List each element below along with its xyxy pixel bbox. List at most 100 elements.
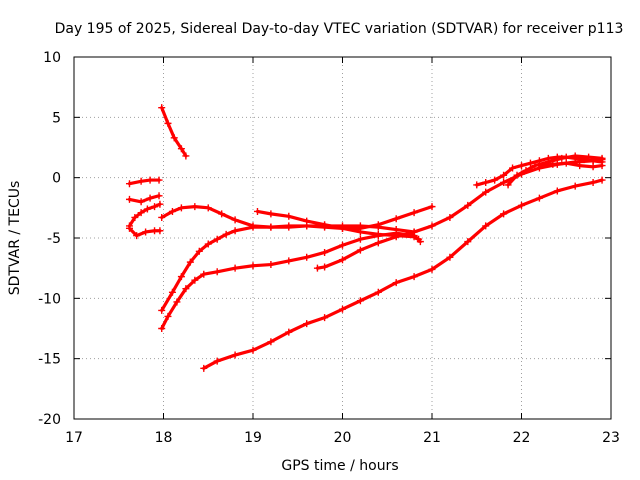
data-point bbox=[571, 152, 579, 160]
data-point bbox=[509, 164, 517, 172]
data-point bbox=[195, 247, 203, 255]
data-point bbox=[553, 187, 561, 195]
data-point bbox=[213, 268, 221, 276]
data-point bbox=[186, 258, 194, 266]
data-point bbox=[285, 257, 293, 265]
data-point bbox=[518, 162, 525, 170]
data-point bbox=[173, 298, 181, 306]
data-point bbox=[392, 233, 400, 241]
data-point bbox=[339, 241, 346, 249]
data-point bbox=[415, 235, 423, 243]
data-point bbox=[576, 162, 584, 170]
data-point bbox=[504, 181, 512, 189]
y-tick-label: 0 bbox=[52, 171, 61, 187]
data-point bbox=[482, 222, 490, 230]
x-axis-label: GPS time / hours bbox=[281, 458, 398, 474]
data-point bbox=[158, 104, 166, 112]
data-point bbox=[356, 235, 364, 243]
x-axis-tick-labels: 17 18 19 20 21 22 23 bbox=[65, 430, 620, 446]
x-tick-label: 19 bbox=[244, 430, 262, 446]
data-point bbox=[500, 210, 508, 218]
data-point bbox=[158, 213, 166, 221]
y-tick-label: -20 bbox=[38, 412, 61, 428]
data-point bbox=[231, 351, 239, 359]
data-point bbox=[218, 210, 226, 218]
data-point bbox=[500, 171, 508, 179]
data-point bbox=[177, 145, 185, 153]
data-point bbox=[303, 217, 311, 225]
data-point bbox=[392, 279, 400, 287]
data-point bbox=[191, 276, 199, 284]
data-series bbox=[473, 153, 606, 189]
data-point bbox=[339, 256, 346, 264]
x-tick-label: 17 bbox=[65, 430, 83, 446]
data-point bbox=[155, 192, 163, 200]
series-layer bbox=[125, 104, 606, 372]
data-point bbox=[267, 338, 275, 346]
x-tick-label: 22 bbox=[513, 430, 531, 446]
data-point bbox=[356, 228, 364, 236]
data-point bbox=[428, 222, 436, 230]
data-point bbox=[321, 221, 329, 229]
data-point bbox=[213, 235, 221, 243]
y-tick-label: -5 bbox=[47, 231, 61, 247]
data-point bbox=[164, 119, 172, 127]
data-point bbox=[446, 213, 454, 221]
data-point bbox=[446, 253, 454, 261]
data-point bbox=[303, 320, 311, 328]
data-point bbox=[428, 203, 436, 211]
data-point bbox=[410, 209, 418, 217]
data-series bbox=[158, 203, 418, 236]
x-tick-label: 18 bbox=[155, 430, 173, 446]
data-series bbox=[125, 192, 163, 206]
y-tick-label: -15 bbox=[38, 352, 61, 368]
data-point bbox=[589, 178, 597, 186]
y-axis-label: SDTVAR / TECUs bbox=[7, 181, 23, 296]
data-point bbox=[125, 180, 133, 188]
data-point bbox=[137, 209, 145, 217]
grid bbox=[74, 57, 611, 419]
data-point bbox=[156, 200, 164, 208]
data-point bbox=[526, 159, 534, 167]
data-series bbox=[158, 203, 436, 314]
data-point bbox=[374, 239, 382, 247]
data-point bbox=[143, 205, 151, 213]
data-point bbox=[482, 178, 490, 186]
data-point bbox=[518, 201, 525, 209]
data-point bbox=[142, 228, 150, 236]
data-point bbox=[535, 194, 543, 202]
data-point bbox=[168, 207, 176, 215]
data-point bbox=[155, 176, 163, 184]
data-series bbox=[158, 229, 424, 332]
data-series bbox=[125, 200, 164, 230]
data-point bbox=[249, 346, 257, 354]
data-point bbox=[464, 201, 472, 209]
data-point bbox=[231, 216, 239, 224]
data-point bbox=[285, 212, 293, 220]
data-point bbox=[204, 240, 212, 248]
data-point bbox=[231, 227, 239, 235]
data-point bbox=[482, 188, 490, 196]
data-point bbox=[513, 171, 521, 179]
y-tick-label: 5 bbox=[52, 110, 61, 126]
data-point bbox=[204, 204, 212, 212]
data-series bbox=[535, 159, 606, 171]
data-point bbox=[522, 166, 530, 174]
data-point bbox=[146, 194, 154, 202]
data-point bbox=[200, 270, 208, 278]
data-point bbox=[156, 227, 164, 235]
data-point bbox=[222, 230, 230, 238]
data-point bbox=[285, 328, 293, 336]
data-point bbox=[321, 263, 329, 271]
data-point bbox=[535, 162, 543, 170]
y-tick-label: -10 bbox=[38, 291, 61, 307]
data-point bbox=[374, 221, 382, 229]
data-point bbox=[321, 314, 329, 322]
data-point bbox=[313, 264, 321, 272]
axis-ticks bbox=[73, 56, 612, 420]
data-point bbox=[168, 288, 176, 296]
data-series bbox=[158, 104, 190, 160]
series-line bbox=[127, 178, 161, 186]
data-point bbox=[158, 325, 166, 332]
data-point bbox=[598, 154, 606, 162]
